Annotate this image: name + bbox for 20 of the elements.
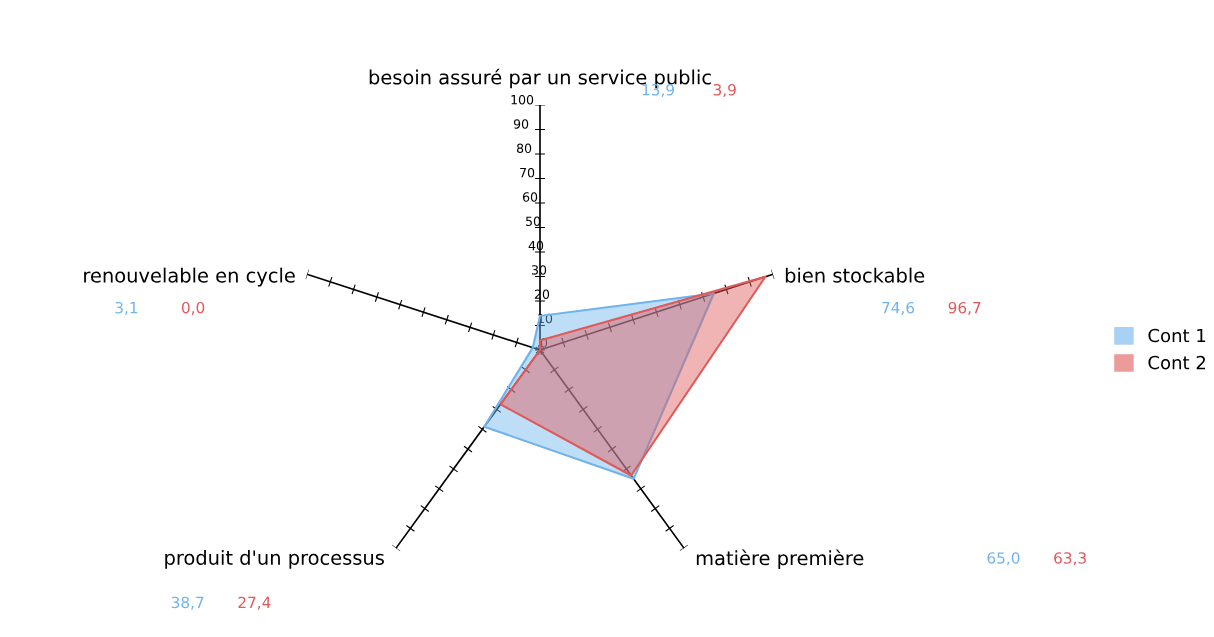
text: 96,7 — [948, 301, 981, 315]
spoke-label: bien stockable — [785, 267, 925, 283]
spoke-label: produit d'un processus — [165, 549, 384, 569]
text: 3,1 — [115, 301, 138, 315]
text: 74,6 — [882, 301, 915, 315]
y-tick-label: 70 — [520, 167, 535, 178]
text: 65,0 — [987, 552, 1020, 566]
text: 63,3 — [1054, 552, 1086, 566]
text: 38,7 — [171, 596, 204, 610]
legend-label: Cont 1 — [1148, 328, 1206, 343]
y-tick-label: 60 — [522, 192, 538, 202]
legend-label: Cont 2 — [1148, 355, 1206, 370]
spoke-label: renouvelable en cycle — [84, 267, 295, 287]
y-tick-label: 90 — [513, 119, 529, 129]
text: 3,9 — [713, 83, 736, 98]
spoke-label: matière première — [696, 549, 864, 570]
text: 27,4 — [238, 596, 271, 610]
y-tick-label: 100 — [511, 94, 534, 105]
y-tick-label: 80 — [516, 143, 532, 154]
text: 0,0 — [181, 301, 205, 315]
